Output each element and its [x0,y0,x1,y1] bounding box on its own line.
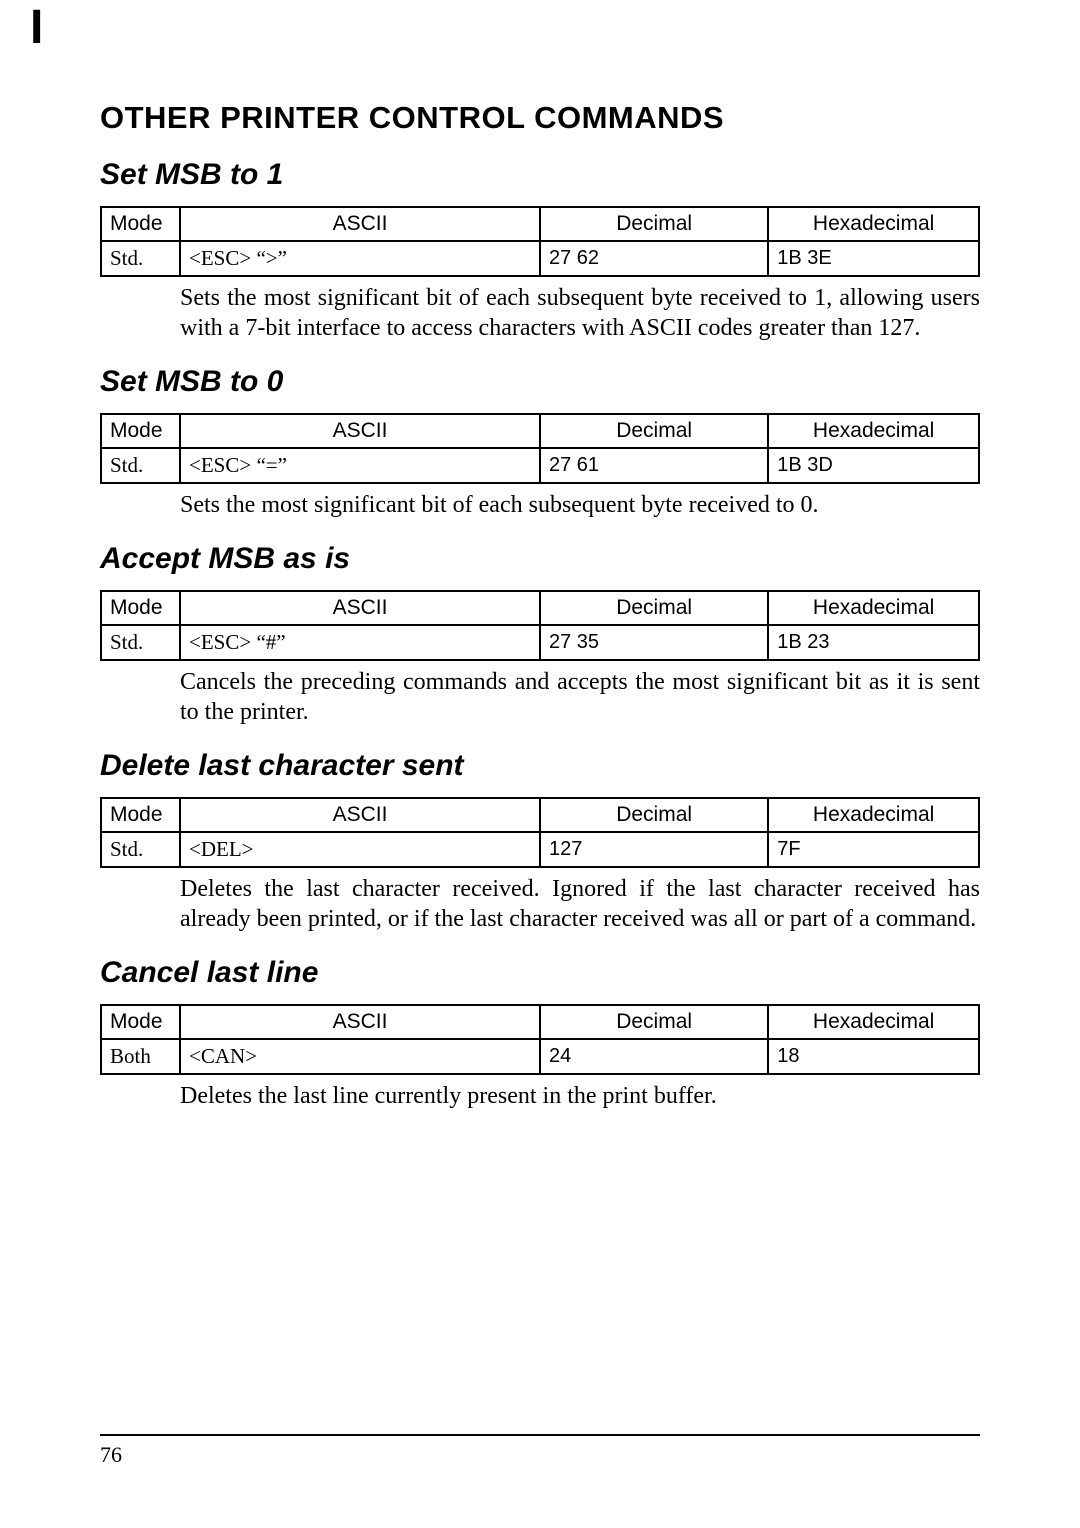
cell-ascii: <ESC> “>” [180,241,540,276]
cell-ascii: <ESC> “=” [180,448,540,483]
cell-mode: Both [101,1039,180,1074]
cell-decimal: 27 35 [540,625,768,660]
cell-decimal: 27 61 [540,448,768,483]
section-title-cancel-last-line: Cancel last line [100,956,980,990]
cell-ascii: <CAN> [180,1039,540,1074]
table-header-row: Mode ASCII Decimal Hexadecimal [101,591,979,625]
table-header-row: Mode ASCII Decimal Hexadecimal [101,207,979,241]
col-header-hex: Hexadecimal [768,1005,979,1039]
col-header-mode: Mode [101,207,180,241]
col-header-decimal: Decimal [540,1005,768,1039]
section-title-set-msb-1: Set MSB to 1 [100,158,980,192]
command-table-set-msb-1: Mode ASCII Decimal Hexadecimal Std. <ESC… [100,206,980,277]
cell-mode: Std. [101,625,180,660]
col-header-mode: Mode [101,414,180,448]
col-header-decimal: Decimal [540,207,768,241]
col-header-ascii: ASCII [180,1005,540,1039]
page-footer: 76 [100,1434,980,1468]
col-header-hex: Hexadecimal [768,414,979,448]
section-description: Deletes the last line currently present … [180,1081,980,1111]
cell-ascii: <ESC> “#” [180,625,540,660]
table-header-row: Mode ASCII Decimal Hexadecimal [101,1005,979,1039]
cell-hex: 1B 23 [768,625,979,660]
cell-ascii: <DEL> [180,832,540,867]
col-header-decimal: Decimal [540,414,768,448]
section-description: Cancels the preceding commands and accep… [180,667,980,727]
command-table-accept-msb: Mode ASCII Decimal Hexadecimal Std. <ESC… [100,590,980,661]
col-header-ascii: ASCII [180,414,540,448]
cell-mode: Std. [101,241,180,276]
section-description: Sets the most significant bit of each su… [180,490,980,520]
table-row: Std. <ESC> “=” 27 61 1B 3D [101,448,979,483]
table-header-row: Mode ASCII Decimal Hexadecimal [101,798,979,832]
cell-hex: 7F [768,832,979,867]
scan-artifact-mark: I [30,0,43,55]
col-header-mode: Mode [101,591,180,625]
col-header-decimal: Decimal [540,591,768,625]
main-heading: OTHER PRINTER CONTROL COMMANDS [100,100,980,136]
col-header-hex: Hexadecimal [768,207,979,241]
page-number: 76 [100,1442,122,1467]
cell-hex: 1B 3E [768,241,979,276]
table-row: Both <CAN> 24 18 [101,1039,979,1074]
col-header-ascii: ASCII [180,798,540,832]
section-title-set-msb-0: Set MSB to 0 [100,365,980,399]
command-table-delete-last-char: Mode ASCII Decimal Hexadecimal Std. <DEL… [100,797,980,868]
col-header-decimal: Decimal [540,798,768,832]
cell-hex: 1B 3D [768,448,979,483]
cell-decimal: 24 [540,1039,768,1074]
col-header-mode: Mode [101,1005,180,1039]
col-header-hex: Hexadecimal [768,798,979,832]
cell-hex: 18 [768,1039,979,1074]
table-row: Std. <ESC> “#” 27 35 1B 23 [101,625,979,660]
cell-mode: Std. [101,832,180,867]
table-row: Std. <ESC> “>” 27 62 1B 3E [101,241,979,276]
cell-mode: Std. [101,448,180,483]
cell-decimal: 127 [540,832,768,867]
table-header-row: Mode ASCII Decimal Hexadecimal [101,414,979,448]
col-header-ascii: ASCII [180,591,540,625]
section-title-delete-last-char: Delete last character sent [100,749,980,783]
col-header-hex: Hexadecimal [768,591,979,625]
section-description: Deletes the last character received. Ign… [180,874,980,934]
command-table-cancel-last-line: Mode ASCII Decimal Hexadecimal Both <CAN… [100,1004,980,1075]
section-description: Sets the most significant bit of each su… [180,283,980,343]
col-header-ascii: ASCII [180,207,540,241]
section-title-accept-msb: Accept MSB as is [100,542,980,576]
command-table-set-msb-0: Mode ASCII Decimal Hexadecimal Std. <ESC… [100,413,980,484]
document-page: I OTHER PRINTER CONTROL COMMANDS Set MSB… [0,0,1080,1528]
col-header-mode: Mode [101,798,180,832]
cell-decimal: 27 62 [540,241,768,276]
table-row: Std. <DEL> 127 7F [101,832,979,867]
